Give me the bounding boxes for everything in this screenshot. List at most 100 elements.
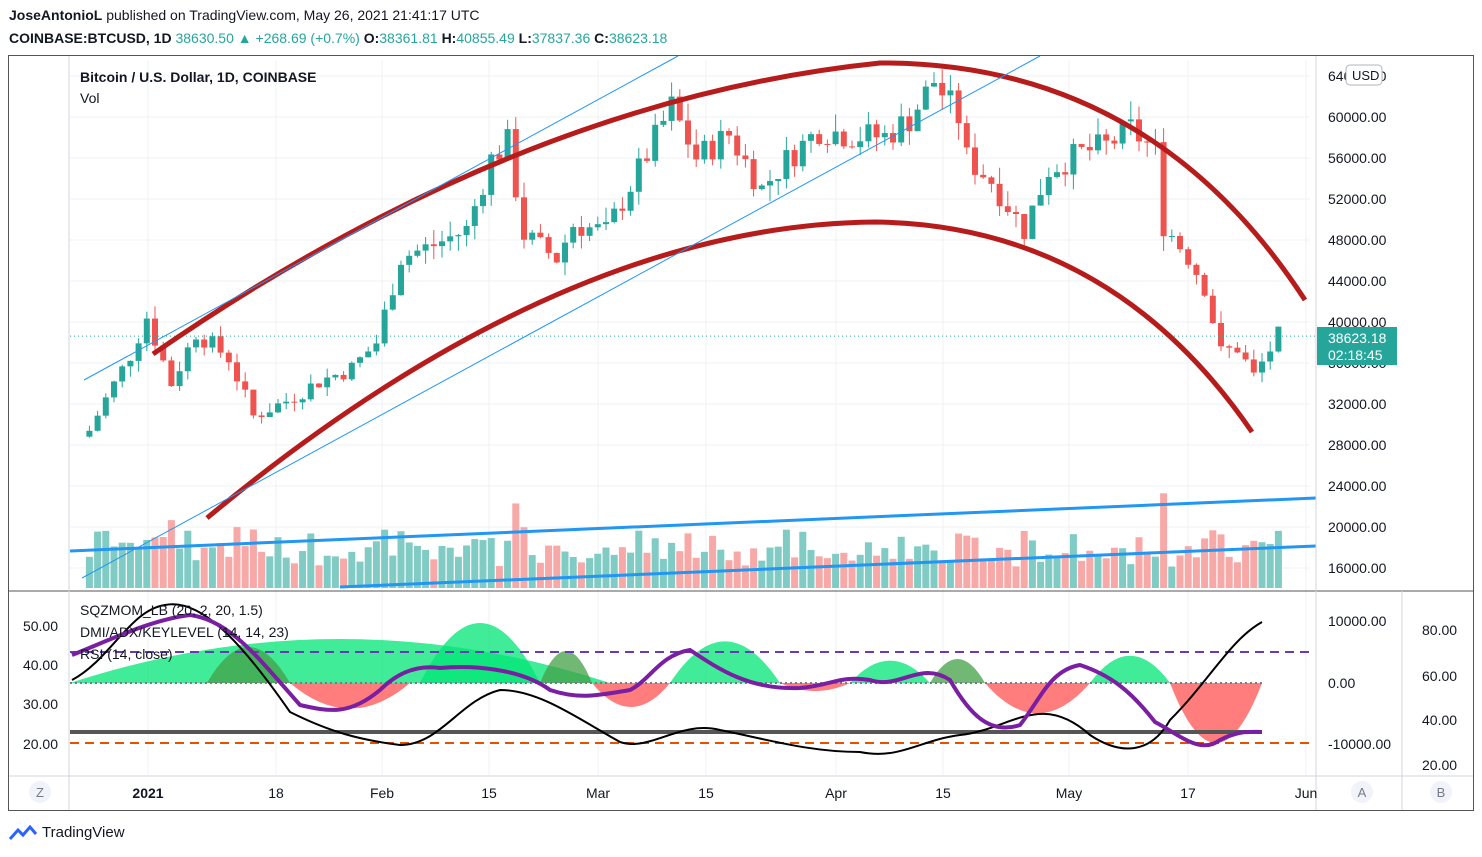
adx-line bbox=[71, 603, 1263, 755]
tradingview-logo[interactable]: TradingView bbox=[8, 822, 125, 842]
volume-bar bbox=[135, 548, 143, 588]
candle-body bbox=[931, 82, 937, 87]
lower-channel-line bbox=[81, 55, 1041, 579]
candle-body bbox=[783, 150, 790, 179]
volume-bar bbox=[815, 556, 823, 588]
candle-body bbox=[685, 120, 691, 145]
candle-body bbox=[717, 131, 724, 160]
volume-bar bbox=[512, 503, 520, 588]
candle-body bbox=[127, 360, 134, 367]
sqz-tick-label: -10000.00 bbox=[1328, 736, 1391, 752]
volume-bar bbox=[282, 557, 290, 588]
candle-body bbox=[1127, 119, 1134, 122]
candle-body bbox=[111, 381, 117, 398]
candle-body bbox=[1144, 141, 1151, 143]
volume-bar bbox=[553, 545, 561, 588]
dmi-label: DMI/ADX/KEYLEVEL (14, 14, 23) bbox=[80, 624, 289, 640]
volume-bar bbox=[684, 533, 692, 588]
candle-body bbox=[406, 255, 413, 265]
volume-bar bbox=[536, 562, 544, 588]
candle-body bbox=[693, 144, 700, 160]
candle-body bbox=[488, 154, 495, 195]
upper-channel-line bbox=[83, 55, 679, 381]
corner-button-label: B bbox=[1437, 785, 1446, 800]
candle-body bbox=[184, 347, 191, 372]
volume-bar bbox=[454, 556, 462, 588]
volume-bar bbox=[938, 560, 946, 588]
upper-arc bbox=[151, 60, 1308, 357]
volume-bar bbox=[356, 561, 364, 588]
candle-body bbox=[119, 366, 126, 382]
volume-bar bbox=[946, 561, 954, 588]
candle-body bbox=[94, 415, 101, 431]
time-tick-label: 18 bbox=[268, 785, 284, 801]
volume-bar bbox=[618, 547, 626, 588]
candle-body bbox=[1201, 274, 1208, 296]
candle-body bbox=[160, 345, 167, 361]
volume-bar bbox=[561, 551, 569, 588]
candle-body bbox=[816, 134, 823, 144]
volume-bar bbox=[143, 539, 151, 588]
time-tick-label: Feb bbox=[370, 785, 394, 801]
candles bbox=[86, 69, 1282, 438]
last-price-badge-price: 38623.18 bbox=[1328, 330, 1387, 346]
candle-body bbox=[1013, 211, 1019, 215]
candle-body bbox=[504, 129, 511, 160]
candle-body bbox=[553, 252, 560, 263]
volume-bar bbox=[545, 545, 553, 588]
candle-body bbox=[455, 235, 462, 237]
candle-body bbox=[1029, 205, 1036, 239]
volume-bar bbox=[856, 554, 864, 588]
volume-bar bbox=[126, 542, 134, 588]
adx-tick-label: 40.00 bbox=[23, 657, 58, 673]
candle-body bbox=[86, 430, 93, 437]
momentum-area bbox=[540, 651, 592, 683]
volume-bar bbox=[413, 545, 421, 588]
adx-tick-label: 50.00 bbox=[23, 618, 58, 634]
candle-body bbox=[578, 227, 585, 236]
volume-bar bbox=[832, 553, 840, 588]
candle-body bbox=[881, 133, 888, 138]
open-label: O: bbox=[363, 30, 380, 46]
candle-body bbox=[225, 352, 232, 363]
time-tick-label: 15 bbox=[935, 785, 951, 801]
volume-bar bbox=[643, 552, 651, 588]
volume-bar bbox=[389, 555, 397, 588]
volume-bar bbox=[823, 558, 831, 588]
footer-brand: TradingView bbox=[42, 823, 125, 841]
volume-bar bbox=[110, 546, 118, 588]
price-tick-label: 16000.00 bbox=[1328, 560, 1387, 576]
candle-body bbox=[152, 318, 158, 346]
last-price-badge-countdown: 02:18:45 bbox=[1328, 347, 1383, 363]
volume-bar bbox=[1184, 546, 1192, 588]
candle-body bbox=[767, 181, 773, 186]
candle-body bbox=[914, 109, 921, 132]
volume-bar bbox=[873, 555, 881, 588]
volume-bar bbox=[405, 542, 413, 588]
candle-body bbox=[340, 374, 347, 380]
volume-bar bbox=[602, 547, 610, 588]
volume-bar bbox=[1119, 548, 1127, 588]
volume-bar bbox=[200, 547, 208, 588]
candle-body bbox=[562, 242, 568, 263]
candle-body bbox=[570, 227, 577, 243]
indicator-pane: 50.00 40.00 30.00 20.00 10000.00 0.00 -10000.0… bbox=[23, 603, 1457, 773]
volume-bar bbox=[848, 560, 856, 588]
author-name[interactable]: JoseAntonioL bbox=[9, 7, 103, 23]
candle-body bbox=[439, 241, 445, 247]
candle-body bbox=[299, 399, 306, 403]
momentum-area bbox=[670, 641, 780, 683]
volume-bar bbox=[1258, 542, 1266, 588]
volume-bar bbox=[397, 531, 405, 588]
volume-bar bbox=[307, 533, 315, 588]
candle-body bbox=[545, 237, 552, 253]
candle-body bbox=[512, 129, 519, 198]
last-price: 38630.50 bbox=[175, 30, 234, 46]
candle-body bbox=[143, 318, 150, 344]
candle-body bbox=[619, 208, 626, 211]
volume-bar bbox=[889, 558, 897, 588]
candle-body bbox=[849, 146, 855, 148]
time-tick-label: 15 bbox=[698, 785, 714, 801]
candle-body bbox=[1226, 346, 1233, 348]
